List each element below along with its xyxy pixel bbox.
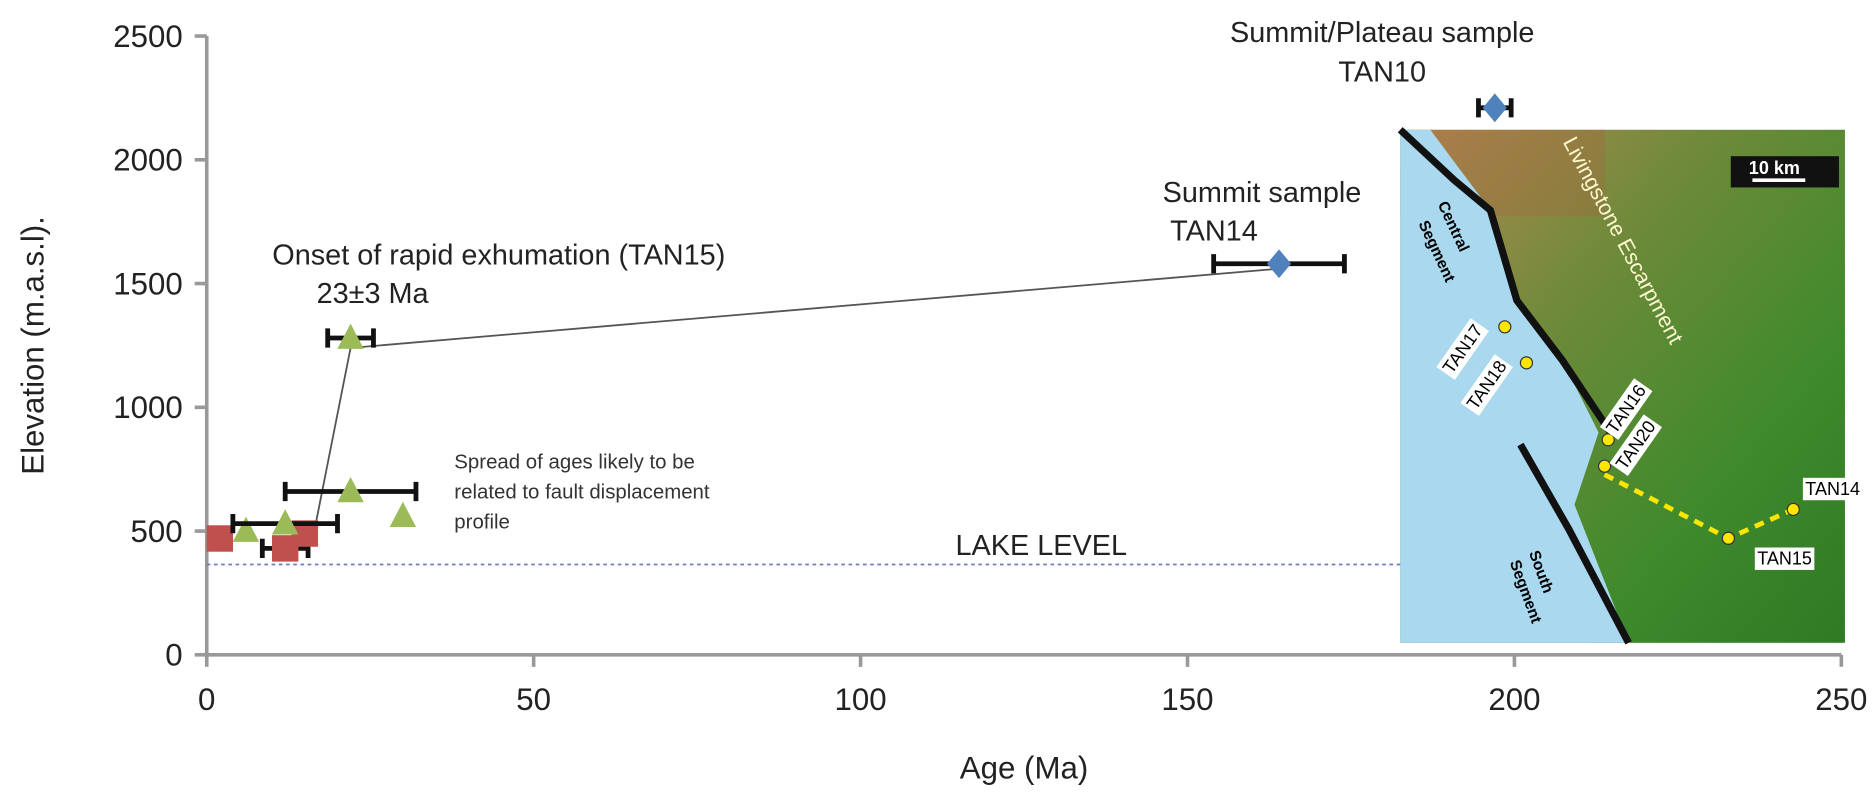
data-point [207,525,233,551]
map-sample-label: TAN15 [1757,549,1812,569]
annotation: Spread of ages likely to be [454,452,695,474]
y-axis-label: Elevation (m.a.s.l). [15,216,50,475]
annotation: profile [454,512,510,534]
x-tick-label: 150 [1161,682,1213,717]
connector-line [311,269,1279,546]
sample-site [1499,321,1511,333]
annotation: TAN10 [1338,57,1426,89]
x-axis-label: Age (Ma) [960,751,1088,786]
data-point [390,502,416,527]
sample-site [1787,503,1799,515]
y-tick-label: 500 [131,514,183,549]
x-tick-label: 250 [1815,682,1867,717]
annotation: Onset of rapid exhumation (TAN15) [272,239,725,271]
y-tick-label: 0 [165,638,182,673]
annotation: Summit/Plateau sample [1230,17,1534,49]
annotation: related to fault displacement [454,482,710,504]
data-point [1267,249,1291,278]
x-tick-label: 100 [835,682,887,717]
y-tick-label: 2500 [113,19,182,54]
sample-site [1599,460,1611,472]
data-point [233,517,259,542]
x-tick-label: 50 [516,682,551,717]
y-tick-label: 1500 [113,266,182,301]
y-tick-label: 2000 [113,143,182,178]
lake-level-label: LAKE LEVEL [956,530,1128,562]
sample-site [1520,357,1532,369]
annotation: TAN14 [1170,215,1258,247]
map-sample-label: TAN14 [1805,479,1860,499]
annotation: 23±3 Ma [317,278,430,310]
y-tick-label: 1000 [113,390,182,425]
chart: 0 500 1000 1500 2000 2500 0 50 100 150 200 250 Age (… [0,0,1875,793]
x-tick-label: 0 [198,682,215,717]
x-tick-label: 200 [1488,682,1540,717]
sample-site [1722,532,1734,544]
annotation: Summit sample [1163,177,1362,209]
map-scale: 10 km [1749,158,1800,178]
data-point [1483,93,1507,122]
